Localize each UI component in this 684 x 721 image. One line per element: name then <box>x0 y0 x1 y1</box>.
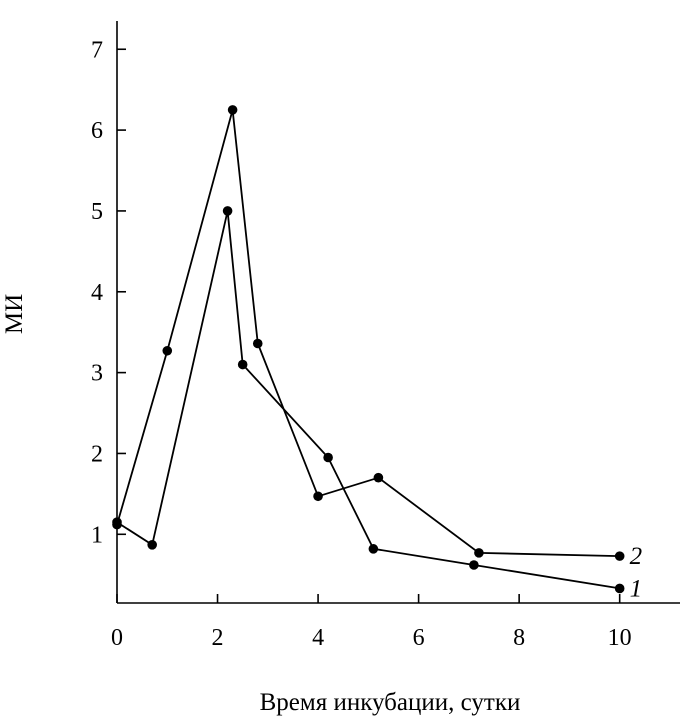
x-tick-label: 8 <box>513 625 525 651</box>
data-point <box>222 206 233 216</box>
series-label-2: 2 <box>630 543 643 570</box>
data-point <box>147 539 157 550</box>
series-layer: 12 <box>112 105 642 602</box>
data-point <box>162 345 173 356</box>
y-tick-label: 1 <box>91 522 103 548</box>
y-axis-title: МИ <box>1 294 28 334</box>
axes <box>116 21 680 604</box>
x-tick-label: 2 <box>212 625 224 651</box>
y-tick-label: 4 <box>91 280 103 306</box>
data-point <box>112 519 122 530</box>
data-point <box>227 105 238 115</box>
y-tick-label: 7 <box>91 37 103 63</box>
data-point <box>237 359 248 370</box>
x-tick-label: 6 <box>413 625 425 651</box>
data-point <box>313 491 323 502</box>
x-tick-label: 10 <box>608 625 632 651</box>
data-point <box>323 452 333 463</box>
y-tick-label: 3 <box>91 361 103 387</box>
series-label-1: 1 <box>630 575 643 602</box>
data-point <box>373 472 384 483</box>
y-tick-label: 5 <box>91 199 103 225</box>
data-point <box>474 548 484 558</box>
data-point <box>614 583 625 594</box>
data-point <box>252 338 263 349</box>
y-tick-label: 6 <box>91 118 103 144</box>
data-point <box>614 551 625 561</box>
series-line-1 <box>116 210 620 590</box>
x-axis-title: Время инкубации, сутки <box>260 689 521 716</box>
y-tick-label: 2 <box>91 441 103 467</box>
data-point <box>469 560 479 570</box>
x-tick-label: 0 <box>111 625 123 651</box>
series-1: 1 <box>112 206 642 602</box>
data-point <box>368 544 379 554</box>
x-tick-label: 4 <box>312 625 324 651</box>
series-2: 2 <box>112 105 642 570</box>
series-line-2 <box>116 109 620 557</box>
